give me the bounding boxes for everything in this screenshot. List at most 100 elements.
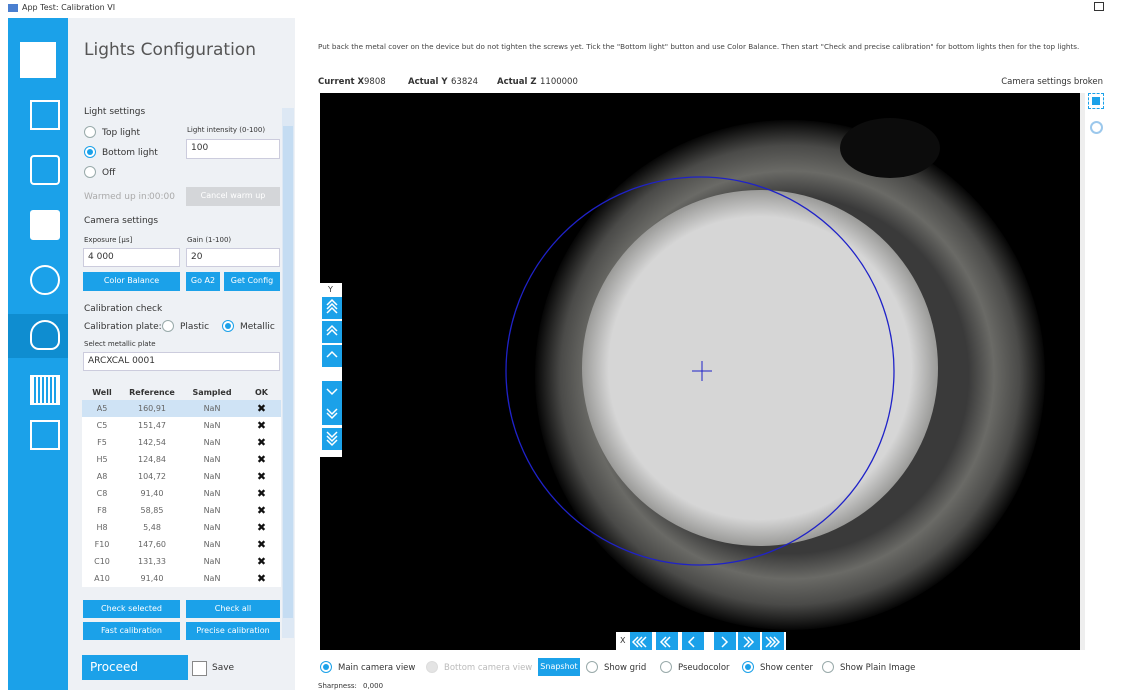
radio[interactable] bbox=[84, 146, 96, 158]
x-nav-button[interactable] bbox=[714, 632, 736, 650]
app-icon bbox=[8, 4, 18, 12]
table-row[interactable]: C5 151,47 NaN ✖ bbox=[82, 417, 281, 434]
radio[interactable] bbox=[84, 126, 96, 138]
warmup-time: 00:00 bbox=[149, 192, 175, 202]
table-cell: NaN bbox=[203, 438, 221, 447]
table-row[interactable]: A5 160,91 NaN ✖ bbox=[82, 400, 281, 417]
y-nav-button[interactable] bbox=[322, 297, 342, 319]
sharpness-label: Sharpness: bbox=[318, 682, 357, 690]
nav-settings[interactable] bbox=[30, 155, 60, 185]
plate-select[interactable]: ARCXCAL 0001 bbox=[83, 352, 280, 371]
nav-layout[interactable] bbox=[30, 100, 60, 130]
radio-label: Show Plain Image bbox=[840, 663, 916, 673]
nav-lights[interactable] bbox=[30, 320, 60, 350]
y-nav-button[interactable] bbox=[322, 403, 342, 425]
table-header: Well Reference Sampled OK bbox=[82, 384, 281, 400]
table-cell: NaN bbox=[203, 557, 221, 566]
radio[interactable] bbox=[822, 661, 834, 673]
table-row[interactable]: C8 91,40 NaN ✖ bbox=[82, 485, 281, 502]
color-balance-button[interactable]: Color Balance bbox=[83, 272, 180, 291]
y-nav-button[interactable] bbox=[322, 345, 342, 367]
radio[interactable] bbox=[660, 661, 672, 673]
nav-home[interactable] bbox=[20, 42, 56, 78]
table-row[interactable]: A10 91,40 NaN ✖ bbox=[82, 570, 281, 587]
nav-barcode[interactable] bbox=[30, 375, 60, 405]
fast-calibration-button[interactable]: Fast calibration bbox=[83, 622, 180, 640]
table-row[interactable]: F8 58,85 NaN ✖ bbox=[82, 502, 281, 519]
x-nav-label: X bbox=[620, 636, 626, 645]
table-cell: ✖ bbox=[256, 572, 267, 585]
radio-label: Show center bbox=[760, 663, 813, 673]
sharpness-value: 0,000 bbox=[363, 682, 384, 690]
cancel-warmup-button[interactable]: Cancel warm up bbox=[186, 187, 280, 206]
fit-button[interactable] bbox=[1088, 93, 1104, 109]
table-cell: ✖ bbox=[256, 470, 267, 483]
nav-target[interactable] bbox=[30, 265, 60, 295]
x-nav-button[interactable] bbox=[682, 632, 704, 650]
table-cell: 160,91 bbox=[138, 404, 166, 413]
radio bbox=[426, 661, 438, 673]
radio[interactable] bbox=[586, 661, 598, 673]
zoom-button[interactable] bbox=[1090, 121, 1103, 134]
position-value: 63824 bbox=[451, 77, 479, 87]
sidebar bbox=[8, 18, 68, 690]
table-row[interactable]: H8 5,48 NaN ✖ bbox=[82, 519, 281, 536]
table-row[interactable]: H5 124,84 NaN ✖ bbox=[82, 451, 281, 468]
check-all-button[interactable]: Check all bbox=[186, 600, 280, 618]
proceed-button[interactable]: Proceed bbox=[82, 655, 188, 680]
nav-camera[interactable] bbox=[30, 210, 60, 240]
arrow-icon bbox=[326, 431, 338, 447]
check-selected-button[interactable]: Check selected bbox=[83, 600, 180, 618]
radio[interactable] bbox=[222, 320, 234, 332]
table-cell: 91,40 bbox=[140, 574, 164, 583]
table-cell: H5 bbox=[96, 455, 108, 464]
radio[interactable] bbox=[84, 166, 96, 178]
go-a2-button[interactable]: Go A2 bbox=[186, 272, 220, 291]
table-cell: 91,40 bbox=[140, 489, 164, 498]
save-checkbox[interactable] bbox=[192, 661, 207, 676]
y-nav-button[interactable] bbox=[322, 321, 342, 343]
table-cell: ✖ bbox=[256, 555, 267, 568]
snapshot-button[interactable]: Snapshot bbox=[538, 658, 580, 676]
table-cell: C10 bbox=[94, 557, 110, 566]
heading: Light settings bbox=[84, 107, 146, 117]
arrow-icon bbox=[631, 636, 647, 648]
table-cell: 58,85 bbox=[140, 506, 164, 515]
arrow-icon bbox=[326, 324, 338, 336]
intensity-input[interactable]: 100 bbox=[186, 139, 280, 159]
table-cell: ✖ bbox=[256, 419, 267, 432]
table-row[interactable]: A8 104,72 NaN ✖ bbox=[82, 468, 281, 485]
y-nav-button[interactable] bbox=[322, 428, 342, 450]
table-cell: NaN bbox=[203, 404, 221, 413]
precise-calibration-button[interactable]: Precise calibration bbox=[186, 622, 280, 640]
table-cell: NaN bbox=[203, 540, 221, 549]
radio-label: Metallic bbox=[240, 322, 275, 332]
radio[interactable] bbox=[320, 661, 332, 673]
x-nav-button[interactable] bbox=[630, 632, 652, 650]
table-cell: ✖ bbox=[256, 487, 267, 500]
nav-folder[interactable] bbox=[30, 420, 60, 450]
restore-button[interactable] bbox=[1094, 2, 1104, 11]
column-header: Sampled bbox=[192, 387, 232, 397]
gain-input[interactable]: 20 bbox=[186, 248, 280, 267]
scroll-track[interactable] bbox=[282, 108, 294, 638]
scroll-thumb[interactable] bbox=[283, 126, 293, 618]
radio-label: Off bbox=[102, 168, 116, 178]
x-nav-button[interactable] bbox=[738, 632, 760, 650]
table-row[interactable]: F5 142,54 NaN ✖ bbox=[82, 434, 281, 451]
table-cell: F5 bbox=[97, 438, 107, 447]
radio-label: Bottom camera view bbox=[444, 663, 533, 673]
get-config-button[interactable]: Get Config bbox=[224, 272, 280, 291]
radio[interactable] bbox=[162, 320, 174, 332]
table-row[interactable]: F10 147,60 NaN ✖ bbox=[82, 536, 281, 553]
exposure-input[interactable]: 4 000 bbox=[83, 248, 180, 267]
label: Calibration plate: bbox=[84, 322, 162, 332]
table-row[interactable]: C10 131,33 NaN ✖ bbox=[82, 553, 281, 570]
y-nav-button[interactable] bbox=[322, 381, 342, 403]
x-nav-button[interactable] bbox=[656, 632, 678, 650]
table-cell: A8 bbox=[96, 472, 108, 481]
x-nav-button[interactable] bbox=[762, 632, 784, 650]
radio[interactable] bbox=[742, 661, 754, 673]
camera-status: Camera settings broken bbox=[1001, 77, 1103, 87]
table-cell: ✖ bbox=[256, 521, 267, 534]
